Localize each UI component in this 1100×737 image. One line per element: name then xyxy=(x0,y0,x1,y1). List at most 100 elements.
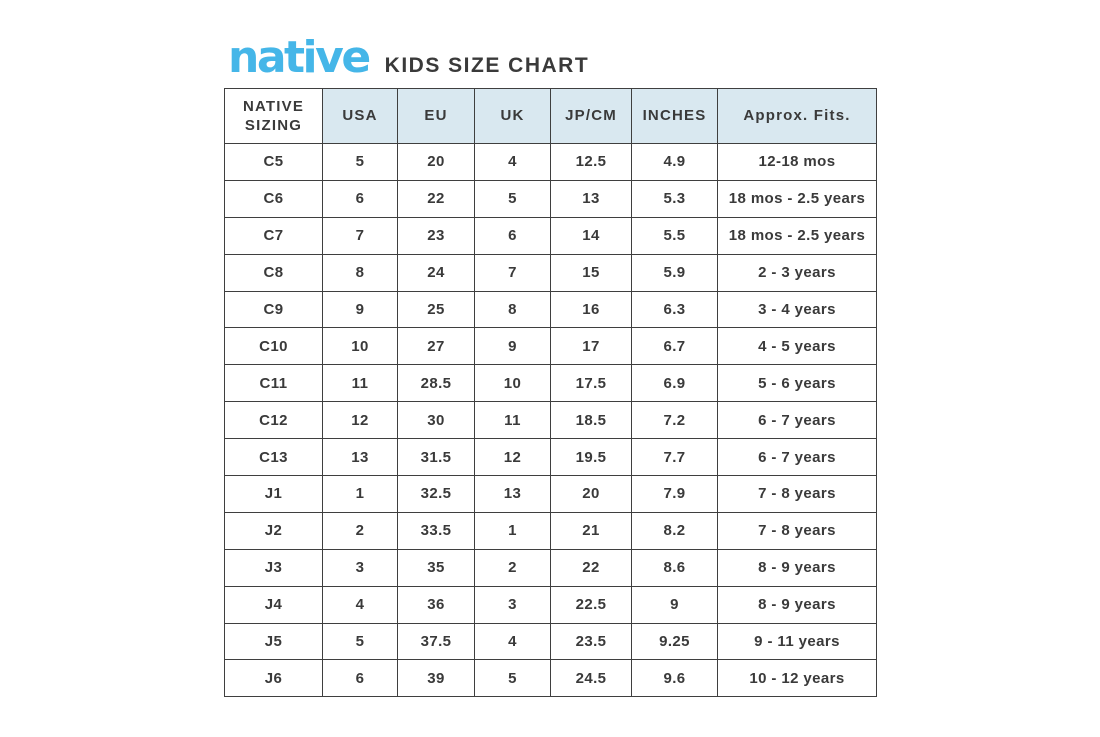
table-cell: 6 xyxy=(322,659,398,698)
row-label-cell: C5 xyxy=(224,143,323,181)
size-table: NATIVE SIZING USA EU UK JP/CM INCHES Approx. F… xyxy=(224,88,877,698)
table-row: J1 1 32.5 13 20 7.9 7 - 8 years xyxy=(224,475,877,513)
table-cell: 1 xyxy=(322,475,398,513)
table-cell: 5 xyxy=(322,622,398,661)
table-cell: 37.5 xyxy=(397,622,475,661)
table-cell: 12-18 mos xyxy=(717,143,877,181)
table-cell: 4 - 5 years xyxy=(717,327,877,366)
column-header: INCHES xyxy=(631,88,718,144)
table-cell: 11 xyxy=(322,364,398,403)
table-cell: 22.5 xyxy=(550,585,632,624)
table-cell: 6 - 7 years xyxy=(717,401,877,440)
table-cell: 10 - 12 years xyxy=(717,659,877,698)
table-cell: 39 xyxy=(397,659,475,698)
table-cell: 9.25 xyxy=(631,622,718,661)
table-row: J3 3 35 2 22 8.6 8 - 9 years xyxy=(224,548,877,587)
table-cell: 7 - 8 years xyxy=(717,511,877,550)
table-cell: 17.5 xyxy=(550,364,632,403)
table-cell: 20 xyxy=(397,143,475,181)
row-label-cell: J5 xyxy=(224,622,323,661)
table-cell: 12.5 xyxy=(550,143,632,181)
table-cell: 2 xyxy=(322,511,398,550)
row-label-cell: C6 xyxy=(224,179,323,218)
table-cell: 7.2 xyxy=(631,401,718,440)
table-cell: 36 xyxy=(397,585,475,624)
table-cell: 22 xyxy=(397,179,475,218)
table-cell: 5 - 6 years xyxy=(717,364,877,403)
table-cell: 3 xyxy=(322,548,398,587)
table-cell: 8 - 9 years xyxy=(717,585,877,624)
column-header: EU xyxy=(397,88,475,144)
table-cell: 5 xyxy=(322,143,398,181)
table-cell: 16 xyxy=(550,290,632,329)
table-cell: 33.5 xyxy=(397,511,475,550)
page-header: native KIDS SIZE CHART xyxy=(224,36,876,82)
table-cell: 13 xyxy=(322,438,398,477)
row-label-cell: J4 xyxy=(224,585,323,624)
table-cell: 1 xyxy=(474,511,551,550)
table-row: C7 7 23 6 14 5.5 18 mos - 2.5 years xyxy=(224,216,877,255)
page-title: KIDS SIZE CHART xyxy=(384,54,590,77)
table-cell: 20 xyxy=(550,475,632,513)
row-label-cell: C8 xyxy=(224,253,323,292)
table-cell: 7 xyxy=(474,253,551,292)
table-cell: 8 - 9 years xyxy=(717,548,877,587)
table-cell: 18 mos - 2.5 years xyxy=(717,216,877,255)
row-label-cell: C13 xyxy=(224,438,323,477)
table-cell: 8 xyxy=(474,290,551,329)
table-cell: 3 xyxy=(474,585,551,624)
table-cell: 24 xyxy=(397,253,475,292)
table-row: C5 5 20 4 12.5 4.9 12-18 mos xyxy=(224,143,877,181)
column-header: NATIVE SIZING xyxy=(224,88,323,144)
native-logo: native xyxy=(228,32,371,83)
table-cell: 6.7 xyxy=(631,327,718,366)
table-cell: 5.9 xyxy=(631,253,718,292)
table-cell: 5.5 xyxy=(631,216,718,255)
table-cell: 18.5 xyxy=(550,401,632,440)
table-row: J2 2 33.5 1 21 8.2 7 - 8 years xyxy=(224,511,877,550)
table-cell: 10 xyxy=(322,327,398,366)
table-cell: 5 xyxy=(474,659,551,698)
row-label-cell: C10 xyxy=(224,327,323,366)
table-cell: 6 xyxy=(322,179,398,218)
table-cell: 5 xyxy=(474,179,551,218)
table-cell: 14 xyxy=(550,216,632,255)
table-cell: 30 xyxy=(397,401,475,440)
table-row: C9 9 25 8 16 6.3 3 - 4 years xyxy=(224,290,877,329)
table-row: J6 6 39 5 24.5 9.6 10 - 12 years xyxy=(224,659,877,698)
table-row: C8 8 24 7 15 5.9 2 - 3 years xyxy=(224,253,877,292)
table-row: C11 11 28.5 10 17.5 6.9 5 - 6 years xyxy=(224,364,877,403)
table-cell: 19.5 xyxy=(550,438,632,477)
row-label-cell: J2 xyxy=(224,511,323,550)
table-cell: 9 xyxy=(474,327,551,366)
row-label-cell: C11 xyxy=(224,364,323,403)
table-cell: 17 xyxy=(550,327,632,366)
table-cell: 6 - 7 years xyxy=(717,438,877,477)
table-cell: 9 xyxy=(322,290,398,329)
column-header: Approx. Fits. xyxy=(717,88,877,144)
table-cell: 9.6 xyxy=(631,659,718,698)
table-cell: 9 xyxy=(631,585,718,624)
table-cell: 23 xyxy=(397,216,475,255)
table-cell: 6.9 xyxy=(631,364,718,403)
page: native KIDS SIZE CHART NATIVE SIZING USA E… xyxy=(224,36,877,698)
table-cell: 10 xyxy=(474,364,551,403)
table-row: C12 12 30 11 18.5 7.2 6 - 7 years xyxy=(224,401,877,440)
table-cell: 7.9 xyxy=(631,475,718,513)
table-cell: 28.5 xyxy=(397,364,475,403)
table-cell: 25 xyxy=(397,290,475,329)
table-cell: 21 xyxy=(550,511,632,550)
table-row: C13 13 31.5 12 19.5 7.7 6 - 7 years xyxy=(224,438,877,477)
size-table-body: C5 5 20 4 12.5 4.9 12-18 mos C6 6 22 5 13 5.3 18 mos … xyxy=(224,143,877,698)
table-cell: 2 - 3 years xyxy=(717,253,877,292)
table-cell: 7 xyxy=(322,216,398,255)
table-cell: 11 xyxy=(474,401,551,440)
table-cell: 13 xyxy=(474,475,551,513)
table-cell: 9 - 11 years xyxy=(717,622,877,661)
row-label-cell: C12 xyxy=(224,401,323,440)
header-row: NATIVE SIZING USA EU UK JP/CM INCHES Approx. F… xyxy=(224,88,877,144)
table-cell: 12 xyxy=(474,438,551,477)
row-label-cell: C9 xyxy=(224,290,323,329)
table-cell: 23.5 xyxy=(550,622,632,661)
table-cell: 3 - 4 years xyxy=(717,290,877,329)
